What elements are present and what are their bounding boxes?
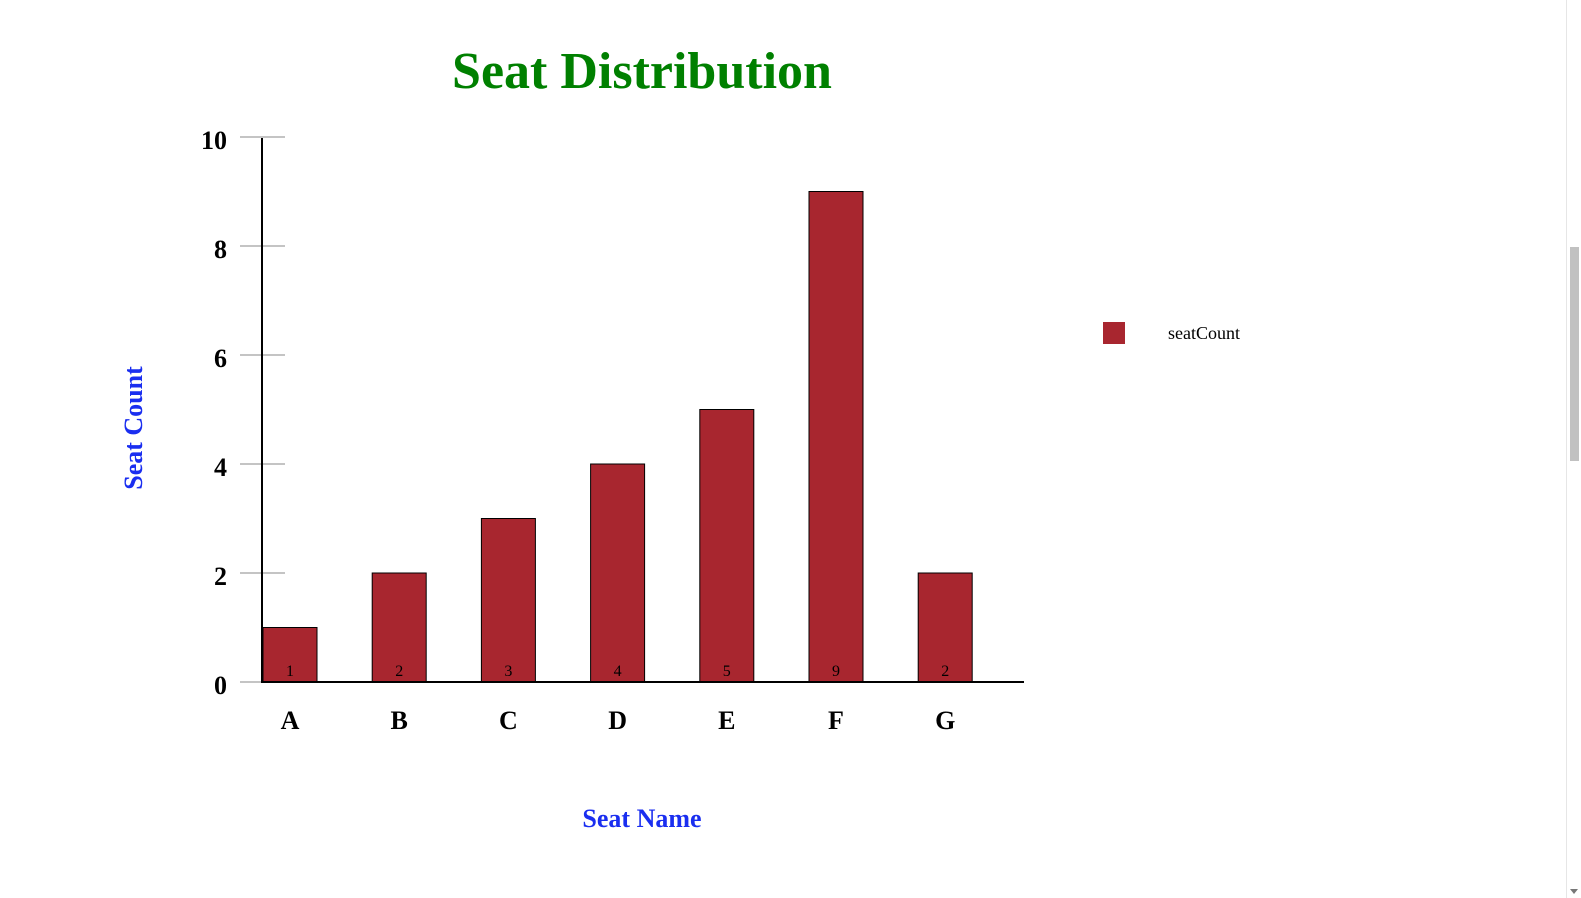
x-axis-title: Seat Name xyxy=(582,804,701,833)
bar-E xyxy=(699,409,755,683)
x-tick-label: B xyxy=(391,706,408,735)
bar-D xyxy=(590,463,646,683)
x-tick-label: A xyxy=(281,706,300,735)
bars: 1 2 3 4 5 9 2 xyxy=(262,191,973,683)
bar-data-label: 4 xyxy=(614,663,622,680)
bar-C xyxy=(480,518,536,683)
bar-G xyxy=(917,572,973,683)
y-tick-label: 2 xyxy=(214,562,227,591)
x-axis-labels: A B C D E F G xyxy=(281,706,956,735)
y-tick-label: 4 xyxy=(214,453,227,482)
y-axis-title: Seat Count xyxy=(119,366,148,490)
x-tick-label: D xyxy=(608,706,627,735)
legend: seatCount xyxy=(1103,322,1240,344)
bar-data-label: 2 xyxy=(941,663,949,680)
bar-data-label: 2 xyxy=(395,663,403,680)
bar-B xyxy=(371,572,427,683)
legend-label: seatCount xyxy=(1168,323,1240,343)
chart-title: Seat Distribution xyxy=(452,43,832,100)
x-tick-label: F xyxy=(828,706,844,735)
bar-data-label: 3 xyxy=(504,663,512,680)
y-axis-ticks: 0 2 4 6 8 10 xyxy=(201,126,285,700)
x-tick-label: C xyxy=(499,706,518,735)
vertical-scrollbar[interactable] xyxy=(1566,0,1581,898)
bar-data-label: 5 xyxy=(723,663,731,680)
bar-data-label: 9 xyxy=(832,663,840,680)
bar-F xyxy=(808,191,864,683)
x-tick-label: E xyxy=(718,706,735,735)
x-tick-label: G xyxy=(935,706,955,735)
legend-swatch xyxy=(1103,322,1125,344)
scroll-down-arrow-icon[interactable] xyxy=(1570,889,1578,894)
scrollbar-thumb[interactable] xyxy=(1570,247,1579,461)
bar-data-label: 1 xyxy=(286,663,294,680)
y-tick-label: 10 xyxy=(201,126,227,155)
y-tick-label: 6 xyxy=(214,344,227,373)
y-tick-label: 8 xyxy=(214,235,227,264)
y-tick-label: 0 xyxy=(214,671,227,700)
